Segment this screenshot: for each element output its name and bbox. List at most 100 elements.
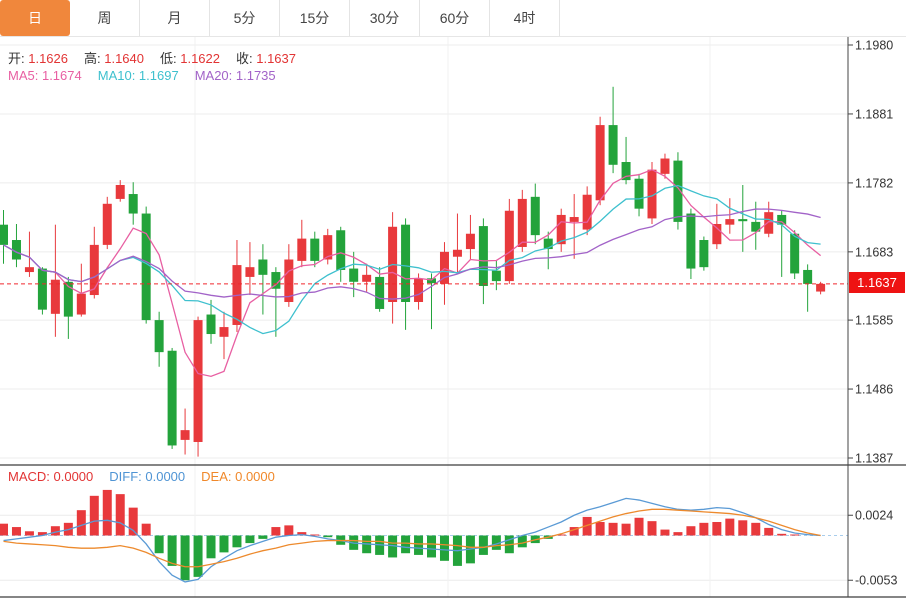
macd-histogram-bar [141, 523, 151, 536]
candle-body [660, 158, 670, 174]
macd-histogram-bar [478, 535, 488, 555]
candle-body [89, 244, 99, 296]
candle-body [323, 235, 333, 260]
price-axis-label: 1.1782 [855, 176, 893, 190]
ma5-line [3, 168, 822, 378]
candle-body [699, 240, 709, 268]
macd-histogram-bar [284, 525, 294, 536]
macd-axis-label: 0.0024 [855, 509, 893, 523]
candle-body [465, 233, 475, 250]
macd-histogram-bar [595, 521, 605, 536]
macd-histogram-bar [167, 535, 177, 566]
diff-line [3, 497, 821, 583]
tab-60分[interactable]: 60分 [420, 0, 490, 36]
legend-item: 开: 1.1626 [8, 51, 68, 66]
candle-body [427, 278, 437, 284]
legend-item: 收: 1.1637 [236, 51, 296, 66]
candle-body [725, 219, 735, 225]
macd-histogram-bar [582, 516, 592, 536]
candle-body [816, 283, 826, 292]
candle-body [608, 125, 618, 165]
candle-body [491, 270, 501, 282]
macd-histogram-bar [37, 532, 47, 536]
legend-item: DIFF: 0.0000 [109, 469, 186, 484]
candle-body [712, 223, 722, 245]
macd-histogram-bar [310, 534, 320, 536]
ma10-line [3, 184, 821, 335]
candle-body [154, 320, 164, 353]
macd-histogram-bar [569, 527, 579, 536]
price-axis-label: 1.1683 [855, 245, 893, 259]
candle-body [349, 268, 359, 282]
candle-body [401, 224, 411, 302]
macd-histogram-bar [764, 527, 774, 536]
tab-30分[interactable]: 30分 [350, 0, 420, 36]
legend-item: MA20: 1.1735 [194, 68, 276, 83]
price-axis-label: 1.1980 [855, 39, 893, 53]
candle-body [414, 279, 424, 302]
candle-body [362, 274, 372, 282]
period-toolbar: 日周月 5分 15分 30分 60分 4时 [0, 0, 906, 37]
macd-histogram-bar [115, 494, 125, 536]
candle-body [582, 194, 592, 230]
legend-item: MA5: 1.1674 [8, 68, 82, 83]
candle-body [167, 350, 177, 446]
macd-histogram-bar [738, 520, 748, 536]
macd-histogram-bar [0, 523, 8, 536]
candle-body [673, 160, 683, 222]
candle-body [76, 293, 86, 315]
candlestick-series [0, 86, 826, 457]
macd-histogram-bar [89, 495, 99, 536]
macd-histogram-bar [725, 518, 735, 536]
candle-body [569, 217, 579, 222]
macd-histogram-bar [491, 535, 501, 550]
macd-histogram-bar [388, 535, 398, 558]
macd-histogram-bar [206, 535, 216, 559]
macd-histogram-bar [24, 531, 34, 536]
tab-月[interactable]: 月 [140, 0, 210, 36]
candle-body [297, 238, 307, 261]
candle-body [24, 267, 34, 273]
macd-histogram-bar [297, 532, 307, 536]
tab-15分[interactable]: 15分 [280, 0, 350, 36]
candle-body [452, 249, 462, 257]
macd-histogram-bar [647, 521, 657, 536]
candle-body [738, 219, 748, 222]
candle-body [284, 259, 294, 302]
candle-body [595, 125, 605, 201]
macd-histogram-bar [50, 526, 60, 536]
macd-histogram-bar [621, 523, 631, 536]
tab-日[interactable]: 日 [0, 0, 70, 36]
macd-histogram-bar [790, 534, 800, 536]
macd-histogram-bar [102, 489, 112, 536]
macd-histogram [0, 489, 800, 581]
candle-body [193, 320, 203, 442]
tab-5分[interactable]: 5分 [210, 0, 280, 36]
candle-body [764, 212, 774, 234]
candle-body [556, 214, 566, 245]
tab-周[interactable]: 周 [70, 0, 140, 36]
candle-body [245, 267, 255, 277]
dea-line [3, 508, 821, 568]
candle-body [336, 230, 346, 270]
legend-item: 低: 1.1622 [160, 51, 220, 66]
macd-histogram-bar [634, 517, 644, 536]
legend-item: 高: 1.1640 [84, 51, 144, 66]
price-axis-label: 1.1881 [855, 107, 893, 121]
candle-body [271, 272, 281, 289]
macd-histogram-bar [219, 535, 229, 553]
candle-body [439, 251, 449, 284]
macd-histogram-bar [673, 532, 683, 536]
macd-histogram-bar [11, 527, 21, 536]
macd-histogram-bar [271, 527, 281, 536]
ma-legend: MA5: 1.1674 MA10: 1.1697 MA20: 1.1735 [8, 68, 292, 83]
tab-4时[interactable]: 4时 [490, 0, 560, 36]
candle-body [258, 259, 268, 275]
candle-body [206, 314, 216, 335]
candle-body [517, 198, 527, 247]
macd-histogram-bar [517, 535, 527, 548]
candle-body [50, 279, 60, 314]
